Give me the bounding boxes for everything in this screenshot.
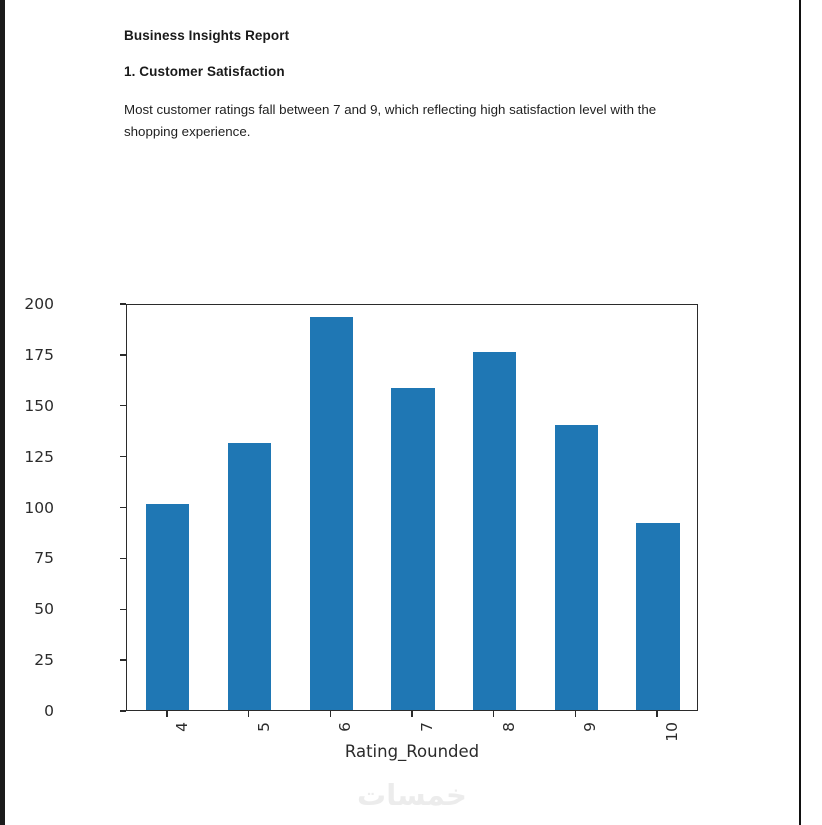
bar <box>391 388 435 710</box>
y-axis-tick-label: 0 <box>44 702 54 720</box>
y-axis-tick-label: 200 <box>24 295 54 313</box>
x-axis-tick-mark <box>574 711 577 717</box>
x-axis-tick-label: 4 <box>172 722 191 732</box>
bar <box>227 443 272 710</box>
y-axis-tick-label: 100 <box>24 498 54 517</box>
y-axis-tick-mark <box>120 557 126 560</box>
x-axis-tick-mark <box>656 711 658 717</box>
bar <box>309 317 353 710</box>
x-axis-tick-label: 9 <box>581 722 600 732</box>
watermark-text: خمسات <box>357 778 467 812</box>
y-axis-tick-label: 175 <box>24 345 54 364</box>
x-axis-tick-mark <box>166 711 168 717</box>
x-axis-title: Rating_Rounded <box>344 742 480 761</box>
x-axis-tick-label: 10 <box>663 722 682 742</box>
bar <box>554 425 599 710</box>
x-axis-tick-mark <box>329 711 331 717</box>
y-axis-tick-label: 50 <box>34 600 54 619</box>
y-axis-tick-mark <box>120 354 126 356</box>
y-axis-tick-label: 25 <box>34 651 54 670</box>
bar-chart-figure: 0 25 50 75 100 125 150 175 200 4 5 6 7 8 9 10 Rating_R… <box>24 295 698 761</box>
bar <box>473 351 517 710</box>
y-axis-tick-mark <box>120 506 126 509</box>
x-axis-tick-mark <box>411 711 413 717</box>
bars-container <box>127 305 697 710</box>
y-axis-tick-mark <box>120 608 126 610</box>
x-axis-tick-label: 6 <box>336 722 355 732</box>
y-axis-tick-mark <box>120 659 126 661</box>
section-heading: 1. Customer Satisfaction <box>124 64 285 79</box>
page-right-border <box>799 0 801 825</box>
y-axis-tick-mark <box>120 303 126 305</box>
page-left-border <box>0 0 5 825</box>
x-axis-tick-mark <box>493 711 495 717</box>
section-body-text: Most customer ratings fall between 7 and… <box>124 102 657 139</box>
report-title: Business Insights Report <box>124 28 290 43</box>
y-axis-tick-mark <box>120 455 126 458</box>
report-text-block: Business Insights Report 1. Customer Sat… <box>124 28 704 142</box>
x-axis-tick-label: 5 <box>254 722 273 732</box>
y-axis-tick-label: 75 <box>34 549 54 568</box>
x-axis-tick-label: 8 <box>499 722 518 732</box>
bar <box>636 522 680 710</box>
y-axis-tick-mark <box>120 710 126 712</box>
bar <box>146 504 190 710</box>
x-axis-tick-label: 7 <box>418 722 436 732</box>
plot-area <box>126 304 698 711</box>
y-axis-tick-mark <box>120 405 126 407</box>
x-axis-tick-mark <box>247 711 250 717</box>
page-right-margin <box>801 0 822 825</box>
y-axis-tick-label: 150 <box>24 396 54 415</box>
y-axis-tick-label: 125 <box>24 447 54 466</box>
